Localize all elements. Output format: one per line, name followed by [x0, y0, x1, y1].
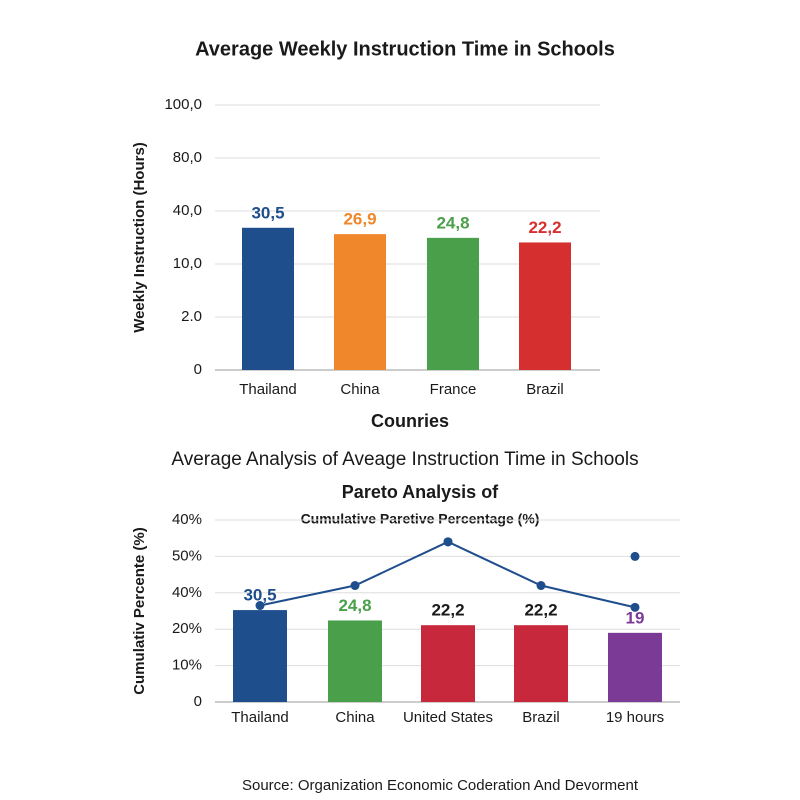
y-axis-label: Cumulativ Percente (%): [131, 527, 148, 695]
line-point: [536, 581, 546, 591]
value-label: 30,5: [251, 203, 284, 222]
x-tick-label: Brazil: [526, 381, 564, 398]
value-label: 24,8: [436, 213, 469, 232]
chart-title: Average Weekly Instruction Time in Schoo…: [195, 38, 615, 60]
value-label: 24,8: [338, 596, 371, 615]
line-point: [630, 551, 640, 561]
x-tick-label: China: [340, 381, 380, 398]
y-tick-label: 2.0: [181, 308, 202, 325]
y-tick-label: 40%: [172, 511, 202, 528]
value-label: 26,9: [343, 210, 376, 229]
x-tick-label: United States: [403, 709, 493, 726]
bar: [242, 227, 294, 370]
y-tick-label: 40,0: [173, 202, 202, 219]
x-tick-label: Brazil: [522, 709, 560, 726]
value-label: 22,2: [528, 218, 561, 237]
y-tick-label: 10,0: [173, 255, 202, 272]
bar: [421, 625, 475, 702]
bar: [427, 237, 479, 370]
y-tick-label: 40%: [172, 584, 202, 601]
x-axis-label: Counries: [371, 411, 449, 431]
line-point: [630, 602, 640, 612]
source: Source: Organization Economic Coderation…: [242, 777, 639, 794]
y-tick-label: 80,0: [173, 149, 202, 166]
value-label: 19: [626, 608, 645, 627]
bar: [334, 234, 386, 370]
y-axis-label: Weekly Instruction (Hours): [131, 142, 148, 333]
line-point: [350, 581, 360, 591]
y-tick-label: 0: [194, 361, 202, 378]
annotation: Cumulative Paretive Percentage (%): [301, 511, 540, 527]
line-point: [255, 601, 265, 611]
y-tick-label: 10%: [172, 657, 202, 674]
bar: [608, 632, 662, 702]
bar: [328, 620, 382, 702]
y-tick-label: 100,0: [164, 96, 202, 113]
chart-subtitle: Pareto Analysis of: [342, 482, 499, 502]
x-tick-label: China: [335, 709, 375, 726]
value-label: 22,2: [431, 601, 464, 620]
bar: [514, 625, 568, 702]
y-tick-label: 0: [194, 693, 202, 710]
bar: [233, 610, 287, 702]
x-tick-label: France: [430, 381, 477, 398]
value-label: 30,5: [243, 586, 276, 605]
y-tick-label: 50%: [172, 547, 202, 564]
y-tick-label: 20%: [172, 620, 202, 637]
line-point: [443, 537, 453, 547]
chart-title: Average Analysis of Aveage Instruction T…: [171, 449, 638, 470]
x-tick-label: 19 hours: [606, 709, 664, 726]
x-tick-label: Thailand: [239, 381, 297, 398]
bar: [519, 242, 571, 370]
value-label: 22,2: [524, 601, 557, 620]
x-tick-label: Thailand: [231, 709, 289, 726]
